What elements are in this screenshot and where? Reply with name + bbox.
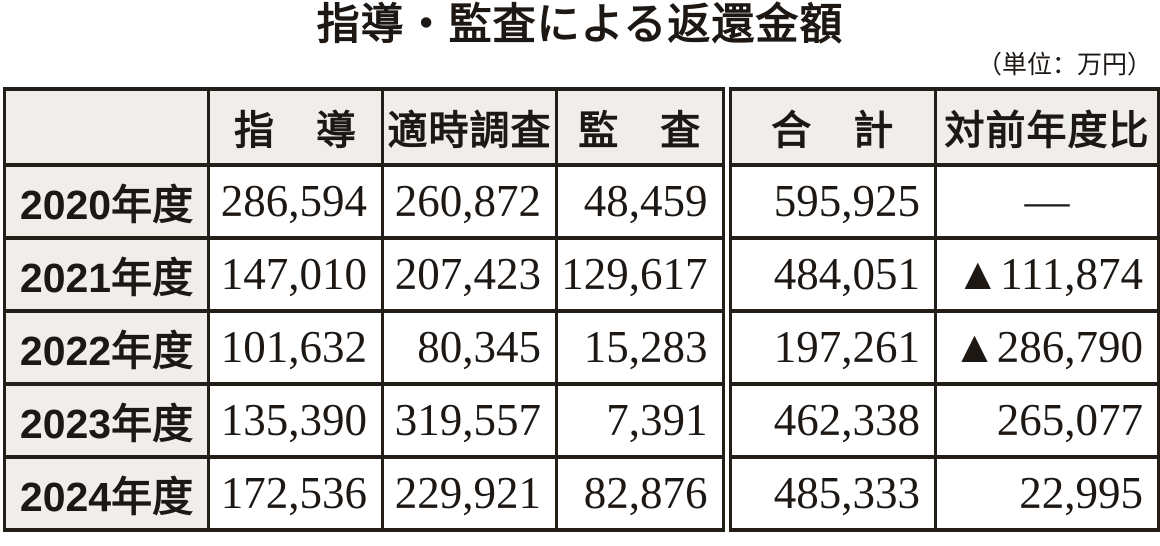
cell-timely-survey: 229,921 [381,454,558,532]
cell-audit: 129,617 [555,235,728,313]
col-header-yoy: 対前年度比 [934,86,1160,167]
cell-timely-survey: 207,423 [381,235,558,313]
table-row-2020: 2020年度 286,594 260,872 48,459 595,925 — [3,162,1160,240]
cell-total: 485,333 [721,454,937,532]
cell-guidance: 147,010 [207,235,384,313]
page-title: 指導・監査による返還金額 [316,1,844,49]
cell-yoy: — [934,162,1160,240]
cell-audit: 48,459 [555,162,728,240]
table-row-2022: 2022年度 101,632 80,345 15,283 197,261 ▲28… [3,308,1160,386]
cell-yoy: 22,995 [934,454,1160,532]
col-header-timely-survey: 適時調査 [381,86,558,167]
cell-guidance: 135,390 [207,381,384,459]
col-header-total: 合 計 [721,86,937,167]
refund-amount-table: 指 導 適時調査 監 査 合 計 対前年度比 2020年度 286,594 26… [3,86,1160,532]
cell-year-label: 2021年度 [3,235,210,313]
col-header-audit: 監 査 [555,86,728,167]
cell-audit: 7,391 [555,381,728,459]
cell-yoy: ▲111,874 [934,235,1160,313]
table-row-2021: 2021年度 147,010 207,423 129,617 484,051 ▲… [3,235,1160,313]
cell-audit: 82,876 [555,454,728,532]
cell-guidance: 286,594 [207,162,384,240]
cell-year-label: 2023年度 [3,381,210,459]
cell-timely-survey: 80,345 [381,308,558,386]
col-header-guidance: 指 導 [207,86,384,167]
cell-total: 484,051 [721,235,937,313]
cell-timely-survey: 260,872 [381,162,558,240]
cell-timely-survey: 319,557 [381,381,558,459]
unit-note: （単位：万円） [976,52,1152,80]
cell-total: 462,338 [721,381,937,459]
cell-guidance: 101,632 [207,308,384,386]
cell-yoy: ▲286,790 [934,308,1160,386]
header-row: 指 導 適時調査 監 査 合 計 対前年度比 [3,86,1160,167]
cell-audit: 15,283 [555,308,728,386]
cell-yoy: 265,077 [934,381,1160,459]
table-row-2024: 2024年度 172,536 229,921 82,876 485,333 22… [3,454,1160,532]
cell-total: 595,925 [721,162,937,240]
table-row-2023: 2023年度 135,390 319,557 7,391 462,338 265… [3,381,1160,459]
cell-year-label: 2020年度 [3,162,210,240]
cell-total: 197,261 [721,308,937,386]
cell-guidance: 172,536 [207,454,384,532]
cell-year-label: 2022年度 [3,308,210,386]
cell-year-label: 2024年度 [3,454,210,532]
col-header-year [3,86,210,167]
